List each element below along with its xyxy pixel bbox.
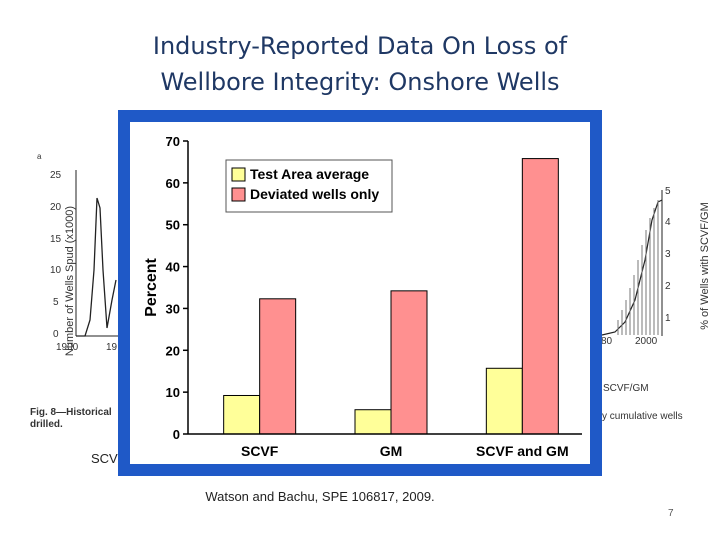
bar-chart: 0 10 20 30 40 50 60 70 Percent SCVF GM SCVF and GM T…: [143, 134, 582, 459]
background-right-tick: 1: [665, 313, 671, 324]
background-plot-lines: [75, 170, 663, 337]
background-x-tick: 80: [601, 336, 613, 347]
y-tick-label: 30: [166, 301, 180, 316]
bar-deviated-wells-only-1: [390, 290, 428, 435]
background-y-tick: 15: [50, 234, 62, 245]
background-right-tick: 3: [665, 249, 671, 260]
bar-test-area-average-1: [354, 409, 392, 435]
bar-deviated-wells-only-2: [521, 158, 559, 435]
background-right-axis-label: % of Wells with SCVF/GM: [699, 202, 711, 330]
background-x-tick: 19: [106, 342, 118, 353]
background-figure: a Number of Wells Spud (x1000) 25 20 15 …: [30, 150, 711, 440]
background-right-tick: 4: [665, 217, 671, 228]
source-citation: Watson and Bachu, SPE 106817, 2009.: [205, 489, 435, 504]
background-corner-label: a: [37, 152, 42, 161]
y-tick-label: 10: [166, 385, 180, 400]
x-category-label: SCVF: [241, 443, 279, 459]
background-y-tick: 25: [50, 170, 62, 181]
background-y-tick: 20: [50, 202, 62, 213]
bar-deviated-wells-only-0: [259, 298, 297, 435]
legend-label: Test Area average: [250, 166, 369, 182]
legend-swatch: [231, 167, 246, 182]
bar-test-area-average-2: [485, 367, 523, 435]
background-right-tick: 2: [665, 281, 671, 292]
background-legend-right: SCVF/GM: [603, 383, 649, 394]
page-number: 7: [668, 508, 674, 519]
background-y-tick: 5: [53, 297, 59, 308]
partial-label: SCV: [91, 451, 118, 466]
x-category-label: SCVF and GM: [476, 443, 569, 459]
y-tick-label: 40: [166, 260, 180, 275]
x-category-label: GM: [380, 443, 403, 459]
y-tick-label: 50: [166, 218, 180, 233]
background-y-tick: 0: [53, 329, 59, 340]
y-tick-label: 0: [173, 427, 180, 442]
y-tick-label: 70: [166, 134, 180, 149]
legend-swatch: [231, 187, 246, 202]
background-caption-right: y cumulative wells: [602, 411, 683, 422]
background-x-tick: 1900: [56, 342, 79, 353]
background-x-tick: 2000: [635, 336, 658, 347]
background-right-tick: 5: [665, 186, 671, 197]
chart-panel: 0 10 20 30 40 50 60 70 Percent SCVF GM SCVF and GM T…: [130, 122, 590, 464]
legend-label: Deviated wells only: [250, 186, 379, 202]
y-tick-label: 60: [166, 176, 180, 191]
slide-title: Industry-Reported Data On Loss of Wellbo…: [152, 32, 568, 96]
chart-frame: 0 10 20 30 40 50 60 70 Percent SCVF GM SCVF and GM T…: [118, 110, 602, 476]
bar-test-area-average-0: [223, 394, 261, 435]
y-tick-label: 20: [166, 343, 180, 358]
legend-box: [225, 159, 393, 213]
y-axis-label: Percent: [143, 257, 160, 316]
background-y-tick: 10: [50, 265, 62, 276]
background-caption-left: Fig. 8—Historical drilled.: [30, 407, 112, 430]
